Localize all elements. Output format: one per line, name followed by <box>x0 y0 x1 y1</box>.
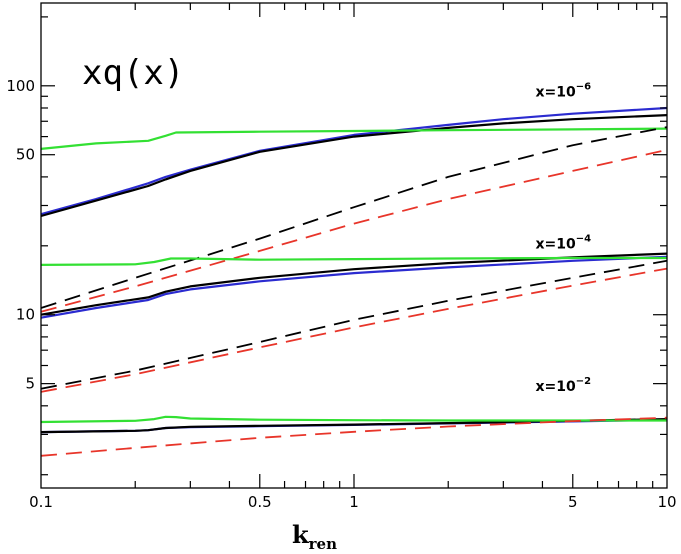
x-axis-label: kren <box>292 520 337 553</box>
series-line-red-dashed-4 <box>40 149 668 313</box>
series-line-blue-solid-0 <box>40 106 668 216</box>
curve-group-annotation: x=10−4 <box>535 233 591 252</box>
series-line-blue-solid-5 <box>40 255 668 319</box>
x-tick-label: 5 <box>568 493 578 511</box>
series-line-green-solid-7 <box>40 256 667 266</box>
annotation-exponent: −4 <box>576 233 591 244</box>
series-line-red-dashed-9 <box>40 267 668 393</box>
y-tick-label: 5 <box>25 375 35 393</box>
y-tick-label: 10 <box>16 306 35 324</box>
y-tick-label: 100 <box>6 77 35 95</box>
x-tick-label: 1 <box>349 493 359 511</box>
curve-group-annotation: x=10−6 <box>535 81 591 100</box>
series-line-black-dashed-3 <box>40 126 668 309</box>
series-line-red-dashed-13 <box>40 416 668 457</box>
series-line-black-solid-6 <box>40 252 668 316</box>
annotations-layer: x=10−6x=10−4x=10−2 <box>535 81 591 395</box>
x-axis-label-subscript: ren <box>309 535 337 553</box>
annotation-exponent: −2 <box>576 376 591 387</box>
series-line-black-solid-11 <box>40 418 668 434</box>
series-line-green-solid-12 <box>40 415 667 424</box>
curve-group-annotation: x=10−2 <box>535 376 591 395</box>
series-line-black-dashed-8 <box>40 259 668 390</box>
annotation-base: x=10 <box>535 84 576 100</box>
x-axis-label-main: k <box>292 520 310 549</box>
x-tick-label: 0.1 <box>29 493 53 511</box>
y-tick-label: 50 <box>16 146 35 164</box>
annotation-base: x=10 <box>535 379 576 395</box>
x-tick-label: 0.5 <box>248 493 272 511</box>
series-line-black-solid-1 <box>40 114 668 218</box>
series-layer <box>40 106 668 457</box>
chart-title: xq(x) <box>82 53 184 93</box>
x-tick-label: 10 <box>657 493 676 511</box>
series-line-green-solid-2 <box>40 127 668 150</box>
annotation-base: x=10 <box>535 236 576 252</box>
ticks-layer <box>41 3 667 488</box>
annotation-exponent: −6 <box>576 81 591 92</box>
